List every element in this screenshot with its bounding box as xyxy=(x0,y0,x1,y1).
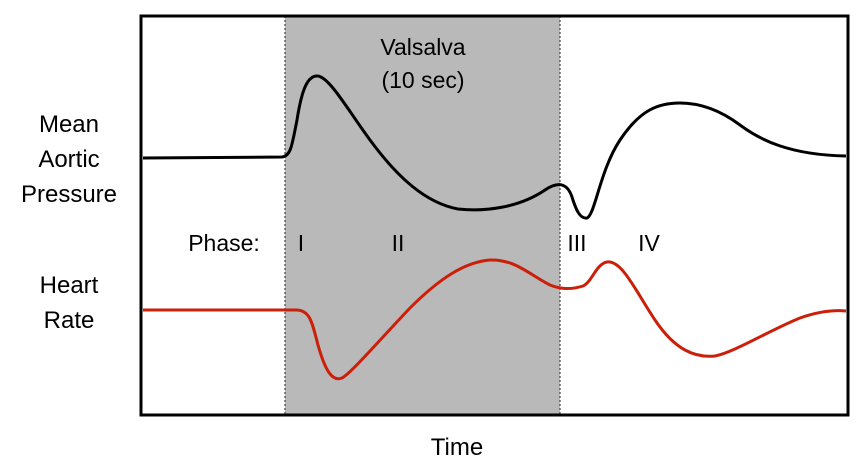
x-axis-label: Time xyxy=(431,434,483,461)
valsalva-shaded-region xyxy=(285,16,560,415)
phase-label-1: I xyxy=(298,230,304,256)
phase-label-4: IV xyxy=(638,230,660,256)
heart-rate-row-label: Heart Rate xyxy=(39,272,99,334)
phase-prefix-label: Phase: xyxy=(188,230,260,256)
valsalva-duration-label: (10 sec) xyxy=(381,67,464,93)
phase-label-2: II xyxy=(392,230,405,256)
pressure-row-label: Mean Aortic Pressure xyxy=(20,111,118,208)
plot-frame xyxy=(139,14,850,417)
heart-rate-trace xyxy=(143,258,847,381)
valsalva-label: Valsalva xyxy=(380,34,465,60)
phase-label-3: III xyxy=(567,230,586,256)
mean-aortic-pressure-trace xyxy=(142,74,847,220)
